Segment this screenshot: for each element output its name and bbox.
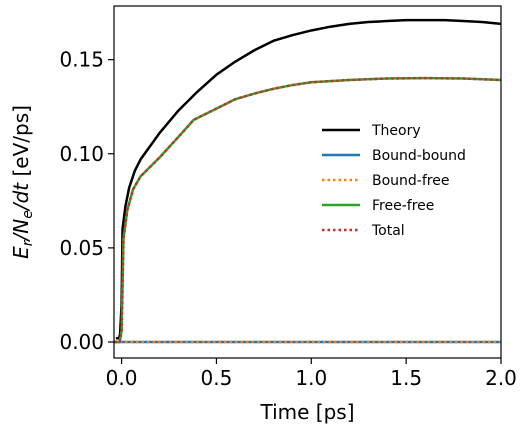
- x-tick-label: 2.0: [485, 366, 517, 390]
- x-tick-label: 0.0: [106, 366, 138, 390]
- legend-label-bound-free: Bound-free: [372, 173, 449, 189]
- y-tick-label: 0.10: [59, 142, 104, 166]
- y-axis-ticks: 0.00 0.05 0.10 0.15: [59, 48, 114, 354]
- series-line-theory: [115, 18, 502, 340]
- legend: Theory Bound-bound Bound-free Free-free …: [322, 123, 466, 239]
- legend-label-theory: Theory: [371, 123, 421, 139]
- y-tick-label: 0.00: [59, 330, 104, 354]
- x-tick-label: 0.5: [201, 366, 233, 390]
- legend-label-bound-bound: Bound-bound: [372, 148, 466, 164]
- legend-label-total: Total: [371, 223, 405, 239]
- series-line-total: [114, 76, 502, 344]
- x-axis-label: Time [ps]: [259, 400, 354, 424]
- legend-label-free-free: Free-free: [372, 198, 434, 214]
- x-tick-label: 1.0: [295, 366, 327, 390]
- y-axis-label: Er/Ne/dt [eV/ps]: [9, 105, 36, 259]
- y-tick-label: 0.05: [59, 236, 104, 260]
- x-axis-ticks: 0.0 0.5 1.0 1.5 2.0: [106, 358, 517, 390]
- y-tick-label: 0.15: [59, 48, 104, 72]
- axes-frame: [113, 5, 502, 359]
- x-tick-label: 1.5: [390, 366, 422, 390]
- plot-area: [114, 18, 502, 344]
